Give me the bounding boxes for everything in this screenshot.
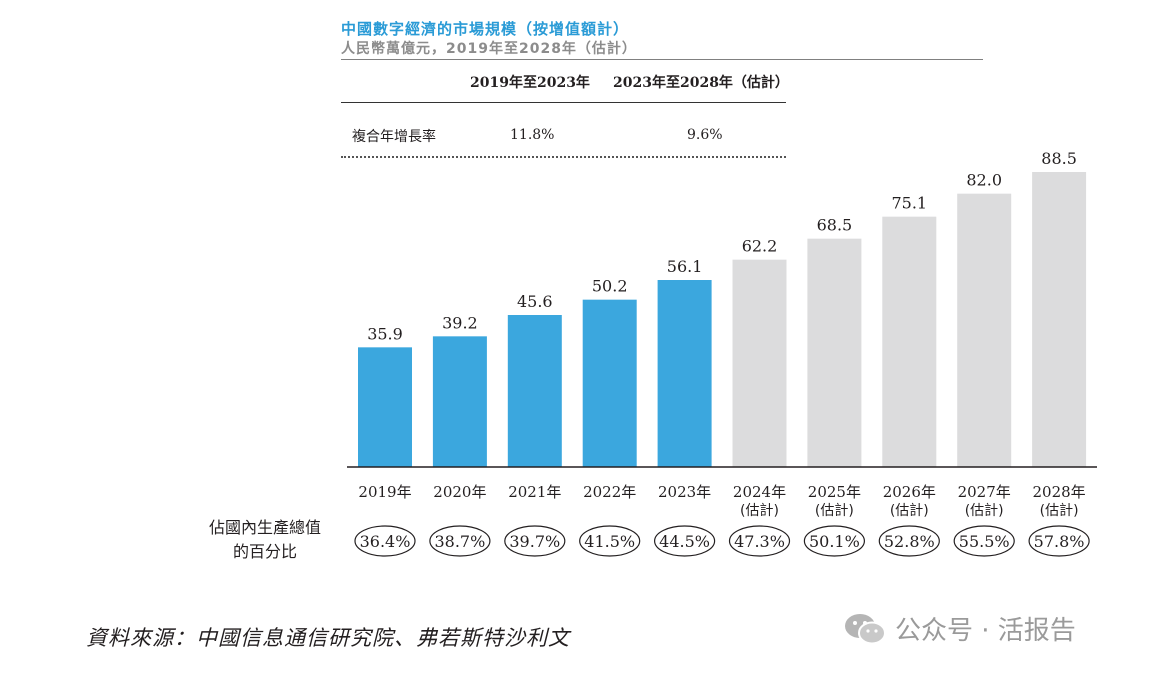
gdp-share-oval xyxy=(504,525,566,557)
gdp-share-label-line2: 的百分比 xyxy=(232,542,297,561)
gdp-share-value: 57.8% xyxy=(1034,532,1085,551)
bar xyxy=(732,259,787,467)
gdp-share-oval xyxy=(429,525,491,557)
wechat-icon xyxy=(845,613,886,644)
source-note: 資料來源：中國信息通信研究院、弗若斯特沙利文 xyxy=(86,626,570,650)
cagr-row-label: 複合年增長率 xyxy=(352,129,436,145)
bar-value-label: 35.9 xyxy=(367,324,403,343)
watermark-text: 公众号 · 活报告 xyxy=(895,616,1076,646)
bar-value-label: 68.5 xyxy=(817,216,853,235)
bar xyxy=(807,238,862,467)
gdp-share-row-label: 佔國內生產總值 的百分比 xyxy=(200,516,330,564)
x-tick-label: 2021年 xyxy=(508,483,561,501)
gdp-share-value: 41.5% xyxy=(584,532,635,551)
x-tick-label: 2027年 xyxy=(958,483,1011,501)
x-tick-label: 2026年 xyxy=(883,483,936,501)
x-tick-sublabel: (估計) xyxy=(740,503,779,519)
gdp-share-oval xyxy=(653,525,716,557)
cagr-value-1: 11.8% xyxy=(510,127,555,143)
gdp-share-value: 39.7% xyxy=(509,532,560,551)
cagr-period-2-header: 2023年至2028年（估計） xyxy=(613,75,789,91)
gdp-share-label-line1: 佔國內生產總值 xyxy=(208,518,321,537)
gdp-share-value: 47.3% xyxy=(734,532,785,551)
bar xyxy=(1032,172,1087,467)
chart-title: 中國數字經濟的市場規模（按增值額計） xyxy=(341,20,630,38)
cagr-header-rule xyxy=(341,102,786,103)
bar xyxy=(582,299,637,467)
bar-value-label: 45.6 xyxy=(517,292,553,311)
x-tick-label: 2022年 xyxy=(583,483,636,501)
bar-chart: 35.9 2019年 36.4% 39.2 2020年 38.7% 45.6 2021年 39.… xyxy=(347,149,1097,557)
cagr-period-1-header: 2019年至2023年 xyxy=(470,75,590,91)
bar-value-label: 50.2 xyxy=(592,277,628,296)
gdp-share-value: 38.7% xyxy=(434,532,485,551)
gdp-share-value: 55.5% xyxy=(959,532,1010,551)
gdp-share-value: 36.4% xyxy=(360,532,411,551)
gdp-share-oval xyxy=(579,525,641,557)
bar xyxy=(432,336,487,467)
bar-value-label: 62.2 xyxy=(742,237,778,256)
bar xyxy=(882,216,937,467)
bar xyxy=(657,280,712,467)
gdp-share-value: 50.1% xyxy=(809,532,860,551)
cagr-dotted-rule xyxy=(341,156,786,158)
bar-value-label: 75.1 xyxy=(891,194,927,213)
bar-value-label: 82.0 xyxy=(966,171,1002,190)
gdp-share-oval xyxy=(953,525,1015,557)
x-tick-sublabel: (估計) xyxy=(890,503,929,519)
title-rule xyxy=(341,59,983,60)
bar-value-label: 39.2 xyxy=(442,313,478,332)
gdp-share-oval xyxy=(1028,525,1090,557)
x-tick-label: 2028年 xyxy=(1033,483,1086,501)
x-tick-label: 2023年 xyxy=(658,483,711,501)
x-tick-label: 2025年 xyxy=(808,483,861,501)
bar-value-label: 88.5 xyxy=(1041,149,1077,168)
x-tick-sublabel: (估計) xyxy=(965,503,1004,519)
bar-value-label: 56.1 xyxy=(667,257,703,276)
cagr-value-2: 9.6% xyxy=(687,127,723,143)
x-tick-label: 2020年 xyxy=(433,483,486,501)
gdp-share-value: 44.5% xyxy=(659,532,710,551)
bar xyxy=(507,315,562,467)
x-tick-sublabel: (估計) xyxy=(1040,503,1079,519)
gdp-share-value: 52.8% xyxy=(884,532,935,551)
gdp-share-oval xyxy=(354,525,416,557)
gdp-share-oval xyxy=(878,525,940,557)
bar xyxy=(358,347,412,467)
x-tick-sublabel: (估計) xyxy=(815,503,854,519)
x-tick-label: 2024年 xyxy=(733,483,786,501)
chart-subtitle: 人民幣萬億元，2019年至2028年（估計） xyxy=(341,41,637,57)
gdp-share-oval xyxy=(728,525,791,557)
bar xyxy=(957,193,1012,467)
gdp-share-oval xyxy=(803,525,866,557)
x-tick-label: 2019年 xyxy=(358,483,411,501)
watermark: 公众号 · 活报告 xyxy=(843,610,1076,647)
